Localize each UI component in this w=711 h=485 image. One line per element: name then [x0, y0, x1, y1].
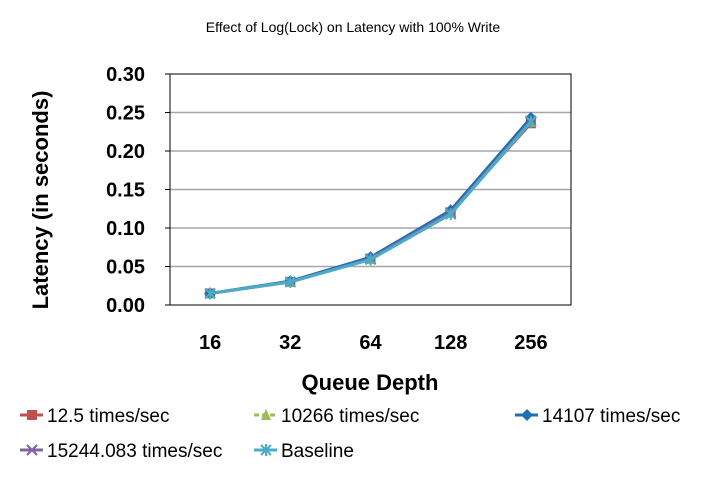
y-axis-label: Latency (in seconds): [28, 91, 53, 310]
series-3: [204, 115, 537, 300]
chart-title: Effect of Log(Lock) on Latency with 100%…: [206, 19, 501, 35]
legend-label: 14107 times/sec: [542, 406, 680, 427]
legend-marker-square: [27, 410, 37, 420]
series-line: [209, 120, 533, 295]
data-point-star: [525, 115, 537, 128]
legend-marker-triangle: [261, 409, 271, 420]
y-tick-label: 0.10: [106, 218, 145, 240]
data-point-star: [444, 208, 457, 221]
series-line: [209, 122, 533, 295]
x-axis-label: Queue Depth: [302, 370, 439, 395]
series-1: [205, 115, 536, 299]
x-axis-ticks: 16 32 64 128 256: [199, 332, 548, 354]
legend-item: 10266 times/sec: [254, 406, 419, 427]
x-tick-label: 16: [199, 332, 221, 354]
y-tick-label: 0.20: [106, 141, 145, 163]
series-4: [204, 115, 537, 300]
y-tick-label: 0.25: [106, 103, 145, 125]
gridlines: [170, 111, 571, 268]
legend-label: Baseline: [281, 441, 354, 462]
series-0: [205, 118, 536, 299]
legend-marker-diamond: [521, 409, 533, 421]
legend-marker-star: [260, 444, 272, 456]
x-tick-label: 256: [514, 332, 547, 354]
legend-label: 10266 times/sec: [281, 406, 419, 427]
x-tick-label: 32: [279, 332, 301, 354]
legend-label: 12.5 times/sec: [47, 406, 170, 427]
x-tick-label: 128: [434, 332, 467, 354]
data-point-star: [284, 275, 297, 288]
series-2: [204, 111, 537, 300]
x-tick-label: 64: [359, 332, 382, 354]
y-tick-label: 0.30: [106, 64, 145, 86]
series-line: [209, 119, 533, 295]
legend-item: 12.5 times/sec: [20, 406, 170, 427]
legend-item: Baseline: [254, 441, 354, 462]
legend: 12.5 times/sec 10266 times/sec 14107 times…: [20, 406, 680, 462]
series-line: [209, 120, 533, 295]
y-axis-ticks: 0.00 0.05 0.10 0.15 0.20 0.25 0.30: [106, 64, 170, 317]
legend-item: 14107 times/sec: [515, 406, 680, 427]
data-point-star: [364, 253, 377, 266]
legend-marker-x: [26, 444, 38, 456]
legend-item: 15244.083 times/sec: [20, 441, 222, 462]
series-group: [204, 111, 537, 300]
legend-label: 15244.083 times/sec: [47, 441, 222, 462]
y-tick-label: 0.15: [106, 180, 145, 202]
data-point-star: [204, 287, 216, 300]
y-tick-label: 0.05: [106, 257, 145, 279]
y-tick-label: 0.00: [106, 295, 145, 317]
